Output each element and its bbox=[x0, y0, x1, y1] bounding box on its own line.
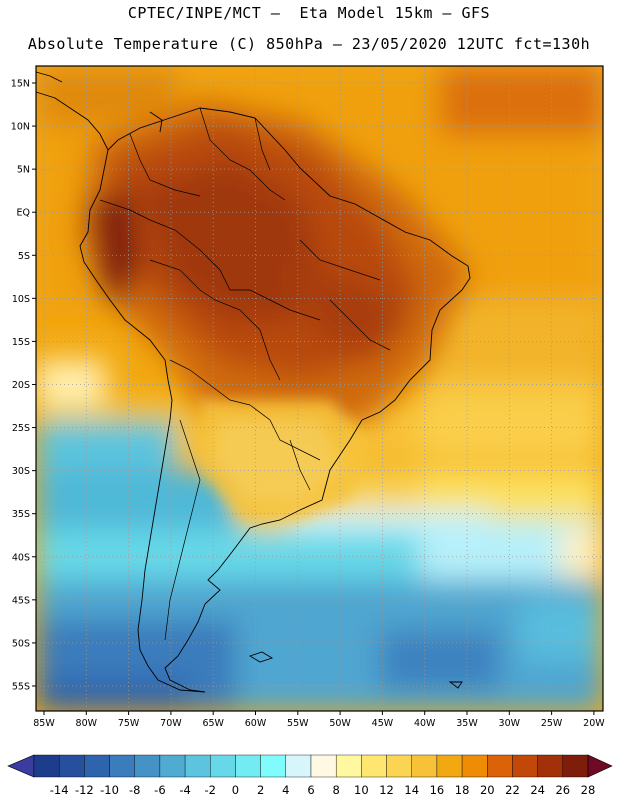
colorbar-swatch bbox=[436, 754, 463, 778]
colorbar-swatch bbox=[361, 754, 387, 778]
colorbar-swatch bbox=[285, 754, 312, 778]
colorbar-swatch bbox=[159, 754, 186, 778]
lon-label: 80W bbox=[76, 718, 98, 729]
colorbar-label: 2 bbox=[257, 783, 264, 797]
lon-label: 30W bbox=[499, 718, 521, 729]
colorbar-label: 16 bbox=[430, 783, 445, 797]
colorbar-swatch bbox=[537, 754, 564, 778]
colorbar-swatch bbox=[210, 754, 236, 778]
temperature-field bbox=[36, 66, 603, 711]
lat-label: 45S bbox=[12, 595, 30, 606]
lat-label: 15S bbox=[12, 337, 30, 348]
lat-label: 10S bbox=[12, 294, 30, 305]
colorbar-label: 14 bbox=[404, 783, 419, 797]
lat-label: 5S bbox=[18, 251, 30, 262]
lon-label: 20W bbox=[583, 718, 605, 729]
lat-lon-grid bbox=[36, 66, 603, 711]
lon-label: 70W bbox=[160, 718, 182, 729]
lat-label: 10N bbox=[11, 122, 30, 133]
lat-label: 30S bbox=[12, 466, 30, 477]
colorbar-label: -4 bbox=[179, 783, 190, 797]
colorbar-swatch bbox=[184, 754, 211, 778]
colorbar-label: 6 bbox=[307, 783, 314, 797]
lat-label: 5N bbox=[17, 165, 30, 176]
colorbar-under-arrow bbox=[7, 754, 35, 778]
lon-label: 55W bbox=[287, 718, 309, 729]
lat-label: 25S bbox=[12, 423, 30, 434]
colorbar-label: -2 bbox=[205, 783, 216, 797]
colorbar-swatch bbox=[411, 754, 438, 778]
colorbar-label: 10 bbox=[354, 783, 369, 797]
colorbar-swatch bbox=[84, 754, 110, 778]
colorbar-swatch bbox=[335, 754, 362, 778]
map-title-line2: Absolute Temperature (C) 850hPa – 23/05/… bbox=[27, 35, 591, 53]
colorbar-label: -14 bbox=[50, 783, 69, 797]
colorbar-swatch bbox=[461, 754, 488, 778]
colorbar-swatch bbox=[235, 754, 261, 778]
coastlines bbox=[35, 71, 471, 693]
colorbar-swatch bbox=[260, 754, 287, 778]
lon-label: 25W bbox=[541, 718, 563, 729]
colorbar-label: 18 bbox=[455, 783, 470, 797]
lat-label: 15N bbox=[11, 79, 30, 90]
lat-label: EQ bbox=[17, 208, 30, 219]
lat-label: 50S bbox=[12, 638, 30, 649]
lat-label: 20S bbox=[12, 380, 30, 391]
colorbar-swatch bbox=[487, 754, 513, 778]
lon-label: 35W bbox=[456, 718, 478, 729]
colorbar-label: -10 bbox=[100, 783, 119, 797]
colorbar-swatch bbox=[562, 754, 589, 778]
colorbar-swatch bbox=[109, 754, 135, 778]
colorbar-label: 20 bbox=[480, 783, 495, 797]
colorbar-swatch bbox=[310, 754, 337, 778]
colorbar-swatch bbox=[512, 754, 538, 778]
country-borders bbox=[99, 107, 391, 641]
lon-label: 85W bbox=[33, 718, 55, 729]
lon-label: 65W bbox=[202, 718, 224, 729]
colorbar-label: 26 bbox=[555, 783, 570, 797]
colorbar-label: 28 bbox=[581, 783, 596, 797]
colorbar-label: -12 bbox=[75, 783, 94, 797]
lat-label: 55S bbox=[12, 681, 30, 692]
colorbar-label: 12 bbox=[379, 783, 394, 797]
colorbar-label: 0 bbox=[232, 783, 239, 797]
colorbar: -14 -12 -10 -8 -6 -4 -2 0 2 4 6 8 10 12 14 16 18 20 22 24 26… bbox=[7, 754, 613, 797]
colorbar-swatch bbox=[134, 754, 161, 778]
colorbar-label: 8 bbox=[333, 783, 340, 797]
colorbar-label: -6 bbox=[154, 783, 165, 797]
lon-label: 50W bbox=[329, 718, 351, 729]
colorbar-swatch bbox=[386, 754, 412, 778]
map-frame bbox=[35, 65, 604, 712]
colorbar-label: 24 bbox=[530, 783, 545, 797]
colorbar-swatch bbox=[33, 754, 60, 778]
lon-label: 45W bbox=[372, 718, 394, 729]
lat-label: 35S bbox=[12, 509, 30, 520]
colorbar-label: 22 bbox=[505, 783, 520, 797]
lon-label: 60W bbox=[245, 718, 267, 729]
lon-label: 75W bbox=[118, 718, 140, 729]
lon-label: 40W bbox=[414, 718, 436, 729]
colorbar-swatch bbox=[58, 754, 85, 778]
colorbar-over-arrow bbox=[587, 754, 613, 778]
colorbar-label: -8 bbox=[129, 783, 140, 797]
longitude-labels: 85W 80W 75W 70W 65W 60W 55W 50W 45W 40W 35W 30W 25W 2… bbox=[33, 711, 605, 729]
map-title-line1: CPTEC/INPE/MCT – Eta Model 15km – GFS bbox=[127, 4, 491, 22]
latitude-labels: 15N 10N 5N EQ 5S 10S 15S 20S 25S 30S 35S 40S 45S 50S 5… bbox=[11, 79, 36, 692]
colorbar-label: 4 bbox=[282, 783, 289, 797]
lat-label: 40S bbox=[12, 552, 30, 563]
